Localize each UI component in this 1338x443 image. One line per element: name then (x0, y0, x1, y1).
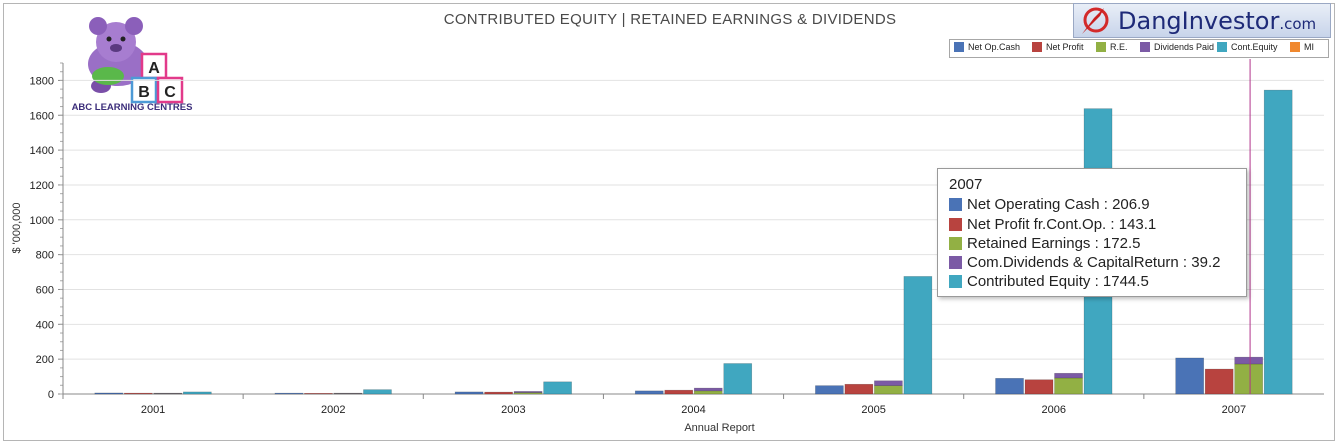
x-tick-label: 2007 (1222, 404, 1246, 416)
logo-letter-b: B (138, 84, 150, 101)
bar-dividends-paid (693, 387, 723, 392)
legend-swatch (1217, 42, 1227, 52)
chart-title: CONTRIBUTED EQUITY | RETAINED EARNINGS &… (443, 11, 897, 28)
x-axis-title: Annual Report (684, 422, 754, 434)
tooltip-swatch (949, 237, 962, 250)
bar-retained-earnings (1054, 377, 1083, 395)
y-tick-label: 1800 (30, 75, 54, 87)
tooltip-label: Com.Dividends & CapitalReturn : 39.2 (967, 254, 1221, 271)
tooltip-label: Contributed Equity : 1744.5 (967, 273, 1149, 290)
bar-retained-earnings (874, 385, 903, 395)
tooltip-row: Retained Earnings : 172.5 (949, 235, 1140, 252)
tooltip-label: Retained Earnings : 172.5 (967, 235, 1141, 252)
legend-label: Dividends Paid (1154, 42, 1215, 52)
x-tick-label: 2001 (141, 404, 165, 416)
y-tick-label: 400 (36, 319, 54, 331)
legend-item-mi[interactable]: MI (1290, 42, 1314, 52)
y-tick-label: 0 (48, 389, 54, 401)
bar-retained-earnings (1234, 363, 1263, 395)
tooltip-label: Net Profit fr.Cont.Op. : 143.1 (967, 216, 1157, 233)
bar-cont-equity (903, 276, 933, 395)
bar-net-profit (484, 391, 513, 395)
chart-legend: Net Op.Cash Net Profit R.E. Dividends Pa… (949, 39, 1329, 58)
y-tick-label: 1200 (30, 180, 54, 192)
y-tick-label: 800 (36, 250, 54, 262)
tooltip-row: Com.Dividends & CapitalReturn : 39.2 (949, 254, 1220, 271)
brand-name: DangInvestor.com (1118, 7, 1316, 35)
legend-item-dividends-paid[interactable]: Dividends Paid (1140, 42, 1214, 52)
tooltip-swatch (949, 218, 962, 231)
tooltip-year: 2007 (949, 176, 983, 193)
bar-net-op-cash (634, 390, 664, 395)
legend-label: MI (1304, 42, 1314, 52)
legend-swatch (1032, 42, 1042, 52)
bar-net-op-cash (1175, 357, 1204, 395)
y-tick-label: 1400 (30, 145, 54, 157)
tooltip-swatch (949, 275, 962, 288)
tooltip-swatch (949, 256, 962, 269)
logo-letter-c: C (164, 84, 176, 101)
tooltip-row: Net Operating Cash : 206.9 (949, 196, 1150, 213)
y-axis-title: $ '000,000 (11, 202, 23, 253)
x-tick-label: 2004 (681, 404, 705, 416)
x-tick-label: 2006 (1042, 404, 1066, 416)
tooltip-label: Net Operating Cash : 206.9 (967, 196, 1150, 213)
bar-cont-equity (1263, 89, 1293, 395)
tooltip-row: Net Profit fr.Cont.Op. : 143.1 (949, 216, 1156, 233)
bar-cont-equity (183, 391, 212, 395)
bar-dividends-paid (333, 392, 363, 394)
bar-net-profit (124, 392, 153, 395)
legend-item-net-profit[interactable]: Net Profit (1032, 42, 1084, 52)
legend-swatch (1140, 42, 1150, 52)
bar-net-profit (304, 393, 333, 395)
bar-net-op-cash (94, 392, 124, 395)
y-tick-label: 1000 (30, 215, 54, 227)
bar-net-op-cash (815, 385, 844, 395)
x-tick-label: 2005 (861, 404, 885, 416)
legend-label: Cont.Equity (1231, 42, 1278, 52)
bar-dividends-paid (1234, 356, 1263, 365)
brand-banner[interactable]: DangInvestor.com (1073, 3, 1331, 38)
legend-item-net-op-cash[interactable]: Net Op.Cash (954, 42, 1020, 52)
legend-swatch (1096, 42, 1106, 52)
bar-cont-equity (543, 381, 572, 395)
y-tick-label: 200 (36, 354, 54, 366)
teddy-bear-blocks-logo: A B C (88, 17, 184, 104)
bar-net-profit (844, 383, 874, 395)
data-tooltip: 2007 Net Operating Cash : 206.9 Net Prof… (937, 168, 1247, 297)
x-tick-label: 2003 (501, 404, 525, 416)
bar-cont-equity (363, 389, 392, 395)
brand-name-main: DangInvestor (1118, 7, 1280, 35)
legend-item-re[interactable]: R.E. (1096, 42, 1128, 52)
bar-dividends-paid (153, 392, 183, 394)
legend-label: R.E. (1110, 42, 1128, 52)
legend-label: Net Profit (1046, 42, 1084, 52)
bar-net-profit (1024, 379, 1054, 395)
logo-caption: ABC LEARNING CENTRES (71, 102, 193, 113)
legend-item-cont-equity[interactable]: Cont.Equity (1217, 42, 1278, 52)
bar-dividends-paid (874, 380, 903, 386)
legend-label: Net Op.Cash (968, 42, 1021, 52)
bar-net-profit (664, 389, 694, 395)
brand-suffix: .com (1279, 15, 1317, 33)
tooltip-swatch (949, 198, 962, 211)
bar-net-op-cash (274, 392, 304, 395)
legend-swatch (1290, 42, 1300, 52)
bar-cont-equity (723, 363, 753, 395)
y-tick-label: 1600 (30, 110, 54, 122)
compass-icon (1082, 7, 1109, 34)
tooltip-row: Contributed Equity : 1744.5 (949, 273, 1149, 290)
bar-net-op-cash (995, 378, 1024, 395)
bar-net-op-cash (454, 391, 484, 395)
y-tick-label: 600 (36, 284, 54, 296)
legend-swatch (954, 42, 964, 52)
logo-letter-a: A (148, 60, 160, 77)
bar-retained-earnings (693, 390, 723, 395)
bar-dividends-paid (1054, 372, 1083, 379)
bar-dividends-paid (513, 391, 543, 393)
x-tick-label: 2002 (321, 404, 345, 416)
company-logo: A B C ABC LEARNING CENTRES (68, 14, 196, 118)
bar-net-profit (1204, 368, 1234, 395)
